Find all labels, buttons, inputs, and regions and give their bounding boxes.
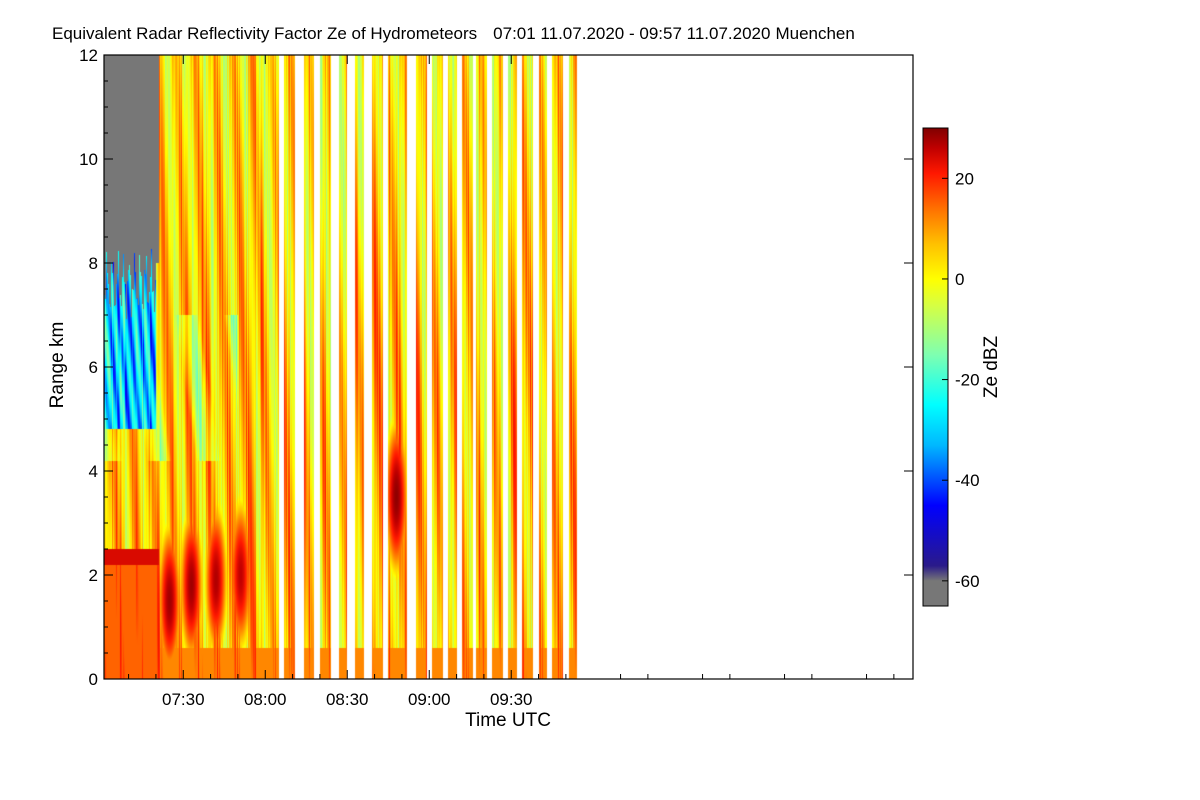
y-tick-label-3: 6: [89, 358, 98, 377]
chart-title: Equivalent Radar Reflectivity Factor Ze …: [52, 24, 855, 43]
reflectivity-heatmap: [104, 55, 913, 679]
y-axis-ticks: 0 2 4 6 8 10 12: [79, 46, 913, 689]
y-tick-label-0: 0: [89, 670, 98, 689]
y-axis-label: Range km: [47, 322, 68, 409]
y-tick-label-5: 10: [79, 150, 98, 169]
colorbar-tick-label-3: -40: [955, 471, 980, 490]
colorbar-fill: [922, 127, 949, 607]
plot-area: [104, 55, 913, 679]
x-tick-label-1: 08:00: [244, 690, 287, 709]
y-tick-label-2: 4: [89, 462, 98, 481]
colorbar-tick-label-1: 0: [955, 270, 964, 289]
x-tick-label-3: 09:00: [408, 690, 451, 709]
colorbar-tick-label-2: -20: [955, 371, 980, 390]
colorbar-label: Ze dBZ: [981, 335, 1002, 398]
colorbar-tick-label-0: 20: [955, 169, 974, 188]
title-time-span: 07:01 11.07.2020 - 09:57 11.07.2020: [493, 24, 770, 43]
x-tick-label-0: 07:30: [162, 690, 205, 709]
colorbar-tick-label-4: -60: [955, 572, 980, 591]
title-location: Muenchen: [775, 24, 854, 43]
colorbar: 20 0 -20 -40 -60 Ze dBZ: [922, 127, 1002, 607]
x-tick-label-2: 08:30: [326, 690, 369, 709]
title-main: Equivalent Radar Reflectivity Factor Ze …: [52, 24, 477, 43]
y-tick-label-1: 2: [89, 566, 98, 585]
y-tick-label-4: 8: [89, 254, 98, 273]
x-axis-label: Time UTC: [465, 710, 551, 731]
colorbar-ticks: 20 0 -20 -40 -60: [942, 169, 980, 591]
x-axis-ticks: 07:30 08:00 08:30 09:00 09:30: [128, 55, 895, 709]
y-tick-label-6: 12: [79, 46, 98, 65]
x-tick-label-4: 09:30: [490, 690, 533, 709]
